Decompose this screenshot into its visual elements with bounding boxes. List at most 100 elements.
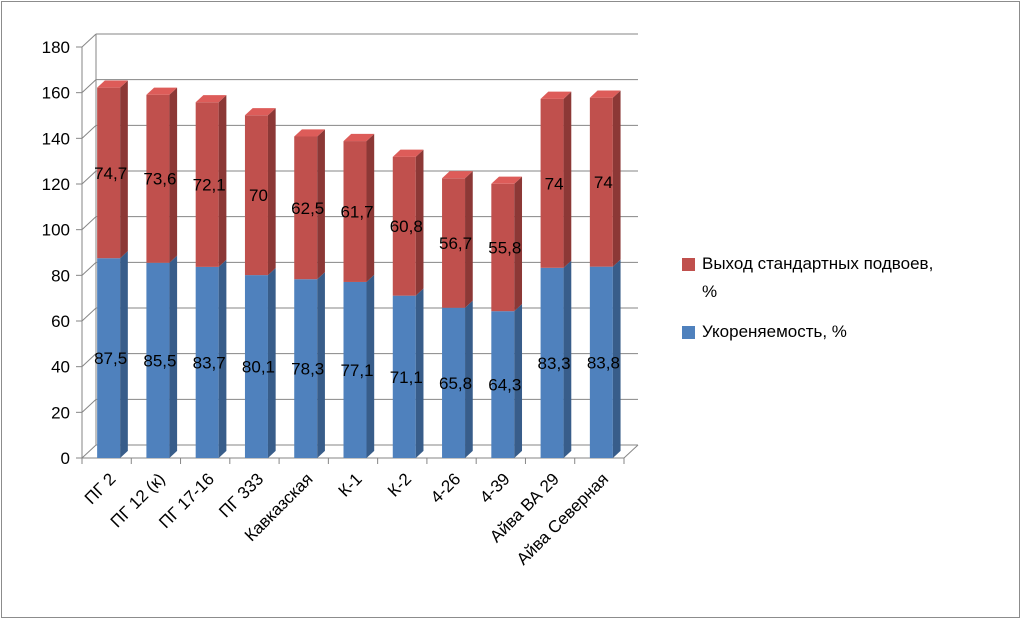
data-label-standard-output-8: 55,8 — [488, 238, 521, 257]
data-label-standard-output-4: 62,5 — [291, 199, 324, 218]
gridline-side-120 — [81, 170, 97, 185]
bar-rooting-0 — [97, 258, 121, 458]
bar-rooting-4 — [294, 279, 318, 458]
x-tick-label-10: Айва Северная — [513, 469, 612, 568]
bar-rooting-5 — [343, 281, 367, 458]
gridline-side-180 — [81, 33, 97, 48]
bar-standard-output-1-top — [146, 87, 178, 95]
bar-rooting-2-side — [218, 259, 227, 458]
bar-rooting-5-side — [366, 274, 375, 458]
y-tick-label-140: 140 — [42, 129, 70, 148]
bar-standard-output-6 — [392, 156, 416, 296]
bar-rooting-4-side — [317, 272, 325, 458]
bar-standard-output-4-side — [317, 129, 325, 280]
x-tick-label-2: ПГ 17-16 — [155, 469, 218, 532]
bar-rooting-6 — [392, 295, 416, 458]
y-tick-label-60: 60 — [51, 312, 70, 331]
bar-standard-output-1-side — [169, 87, 178, 263]
bar-standard-output-3-top — [244, 108, 276, 116]
bar-standard-output-8-top — [491, 176, 523, 184]
gridline-side-60 — [81, 307, 97, 322]
data-label-standard-output-1: 73,6 — [143, 170, 176, 189]
bar-standard-output-10 — [589, 97, 613, 267]
bar-standard-output-5-side — [366, 133, 375, 282]
bar-rooting-1 — [146, 262, 170, 458]
y-tick-label-100: 100 — [42, 221, 70, 240]
x-tick-label-7: 4-26 — [427, 469, 464, 506]
data-label-rooting-8: 64,3 — [488, 376, 521, 395]
bar-rooting-7-side — [465, 300, 473, 458]
gridline-side-0 — [81, 444, 97, 459]
bar-standard-output-3-side — [267, 108, 276, 276]
data-label-standard-output-9: 74 — [545, 174, 564, 193]
bar-standard-output-9 — [540, 98, 564, 268]
legend-swatch-standard-output — [682, 258, 695, 271]
bar-standard-output-9-side — [563, 91, 572, 268]
legend-label-standard-output: Выход стандартных подвоев, — [702, 254, 934, 273]
data-label-rooting-7: 65,8 — [439, 374, 472, 393]
bar-standard-output-3 — [244, 115, 268, 276]
data-label-rooting-3: 80,1 — [242, 358, 275, 377]
legend-item-standard-output: Выход стандартных подвоев, % — [682, 250, 1012, 306]
gridline-side-20 — [81, 398, 97, 413]
legend-item-rooting: Укореняемость, % — [682, 318, 1012, 346]
y-tick-label-40: 40 — [51, 358, 70, 377]
bar-standard-output-4 — [294, 136, 318, 280]
bar-standard-output-9-top — [540, 91, 572, 99]
legend-swatch-rooting — [682, 326, 695, 339]
bar-standard-output-8 — [491, 183, 515, 312]
legend-label-rooting: Укореняемость, % — [702, 322, 847, 341]
bar-standard-output-0 — [97, 87, 121, 259]
data-label-standard-output-2: 72,1 — [193, 176, 226, 195]
bar-rooting-7 — [442, 307, 466, 458]
bar-standard-output-6-top — [392, 149, 424, 157]
y-tick-label-160: 160 — [42, 84, 70, 103]
bar-rooting-6-side — [415, 288, 424, 458]
bar-standard-output-2-side — [218, 95, 227, 267]
y-tick-label-80: 80 — [51, 266, 70, 285]
bar-rooting-10 — [589, 266, 613, 458]
gridline-side-80 — [81, 261, 97, 276]
data-label-rooting-9: 83,3 — [538, 354, 571, 373]
data-label-rooting-2: 83,7 — [193, 353, 226, 372]
bar-rooting-2 — [195, 266, 219, 458]
bar-rooting-3 — [244, 275, 268, 458]
x-tick-label-5: К-1 — [335, 469, 366, 500]
data-label-rooting-10: 83,8 — [587, 353, 620, 372]
bar-standard-output-6-side — [415, 149, 424, 296]
bar-rooting-9 — [540, 267, 564, 458]
data-label-standard-output-0: 74,7 — [94, 164, 127, 183]
x-tick-label-6: К-2 — [384, 469, 415, 500]
bar-rooting-3-side — [267, 267, 276, 458]
data-label-rooting-1: 85,5 — [143, 351, 176, 370]
bar-rooting-1-side — [169, 255, 178, 458]
x-tick-label-8: 4-39 — [476, 469, 513, 506]
y-tick-label-0: 0 — [61, 449, 70, 468]
bar-standard-output-4-top — [294, 129, 325, 137]
bar-standard-output-7-side — [465, 171, 473, 308]
bar-rooting-10-side — [612, 259, 621, 458]
data-label-standard-output-5: 61,7 — [340, 203, 373, 222]
gridline-side-160 — [81, 79, 97, 94]
bar-rooting-0-side — [120, 251, 128, 458]
bar-standard-output-2-top — [195, 95, 227, 103]
y-tick-label-20: 20 — [51, 403, 70, 422]
data-label-rooting-5: 77,1 — [340, 361, 373, 380]
bar-standard-output-7 — [442, 178, 466, 308]
x-tick-label-0: ПГ 2 — [81, 469, 120, 508]
floor-right-edge — [623, 444, 639, 459]
data-label-standard-output-3: 70 — [249, 186, 268, 205]
bar-standard-output-5-top — [343, 133, 375, 142]
chart-legend: Выход стандартных подвоев, % Укореняемос… — [682, 250, 1012, 346]
bar-standard-output-10-side — [612, 90, 621, 267]
bar-rooting-8-side — [514, 304, 523, 458]
bar-rooting-8 — [491, 311, 515, 458]
bar-standard-output-7-top — [442, 171, 473, 179]
bar-standard-output-0-top — [97, 80, 128, 88]
legend-label-standard-output-line2: % — [702, 282, 718, 301]
gridline-side-140 — [81, 124, 97, 139]
bar-standard-output-1 — [146, 94, 170, 263]
data-label-standard-output-7: 56,7 — [439, 234, 472, 253]
